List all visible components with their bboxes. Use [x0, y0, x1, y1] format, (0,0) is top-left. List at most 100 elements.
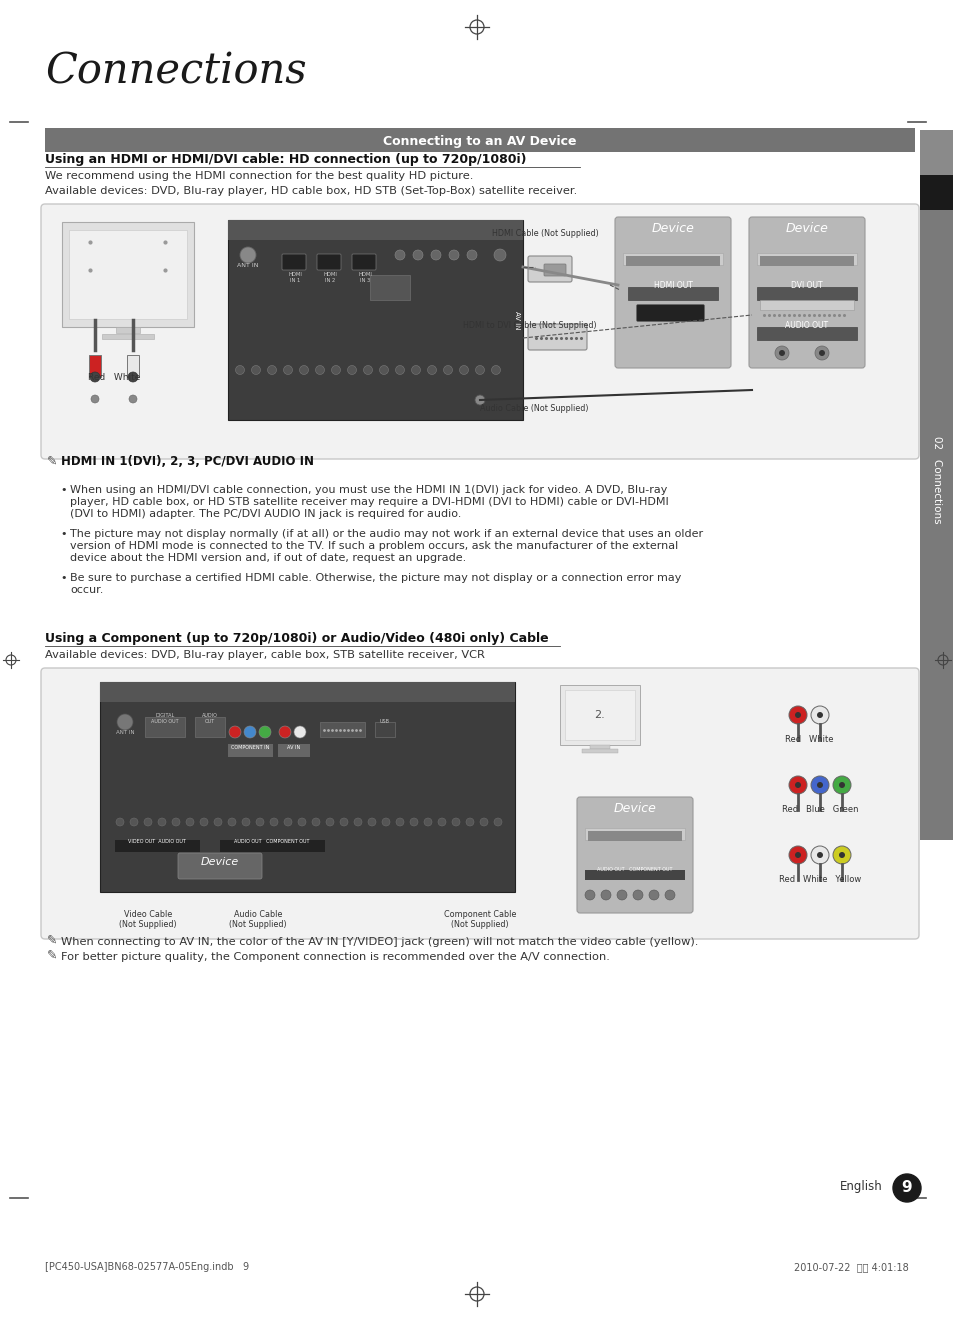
Circle shape: [278, 727, 291, 738]
Text: 9: 9: [901, 1181, 911, 1196]
Bar: [370, 275, 410, 300]
Bar: [919, 210, 953, 840]
Circle shape: [633, 890, 642, 900]
Circle shape: [810, 845, 828, 864]
Text: •: •: [60, 528, 67, 539]
FancyBboxPatch shape: [41, 668, 918, 939]
Text: HDMI to DVI Cable (Not Supplied): HDMI to DVI Cable (Not Supplied): [463, 321, 597, 330]
Bar: [228, 221, 522, 420]
Circle shape: [144, 818, 152, 826]
Circle shape: [90, 373, 100, 382]
Circle shape: [240, 247, 255, 263]
Bar: [581, 749, 618, 753]
Circle shape: [299, 366, 308, 374]
FancyBboxPatch shape: [577, 797, 692, 913]
Text: Connections: Connections: [45, 52, 306, 92]
Circle shape: [475, 395, 484, 406]
Circle shape: [427, 366, 436, 374]
Text: [PC450-USA]BN68-02577A-05Eng.indb   9: [PC450-USA]BN68-02577A-05Eng.indb 9: [45, 1262, 249, 1272]
Text: Audio Cable
(Not Supplied): Audio Cable (Not Supplied): [229, 910, 287, 930]
Bar: [89, 355, 101, 376]
Text: ✎: ✎: [47, 454, 57, 468]
Text: player, HD cable box, or HD STB satellite receiver may require a DVI-HDMI (DVI t: player, HD cable box, or HD STB satellit…: [70, 497, 668, 507]
FancyBboxPatch shape: [636, 305, 703, 321]
Text: AUDIO
OUT: AUDIO OUT: [202, 713, 217, 724]
Circle shape: [431, 250, 440, 260]
Text: AUDIO OUT: AUDIO OUT: [784, 321, 828, 330]
FancyBboxPatch shape: [282, 254, 306, 269]
FancyBboxPatch shape: [527, 256, 572, 281]
FancyBboxPatch shape: [527, 324, 586, 350]
Circle shape: [158, 818, 166, 826]
Bar: [127, 355, 139, 376]
Circle shape: [494, 818, 501, 826]
Circle shape: [395, 250, 405, 260]
Circle shape: [788, 775, 806, 794]
Circle shape: [664, 890, 675, 900]
Text: DVI OUT: DVI OUT: [790, 281, 821, 291]
Circle shape: [395, 818, 403, 826]
Text: •: •: [60, 573, 67, 583]
Text: ✎: ✎: [47, 934, 57, 947]
Text: Red   White: Red White: [784, 734, 832, 744]
Text: English: English: [840, 1180, 882, 1193]
Text: 2010-07-22  오후 4:01:18: 2010-07-22 오후 4:01:18: [794, 1262, 908, 1272]
Circle shape: [200, 818, 208, 826]
Circle shape: [381, 818, 390, 826]
Text: 02   Connections: 02 Connections: [931, 436, 941, 524]
Circle shape: [479, 818, 488, 826]
Circle shape: [363, 366, 372, 374]
Bar: [559, 686, 639, 745]
Circle shape: [600, 890, 610, 900]
Bar: [919, 174, 953, 210]
Bar: [757, 254, 856, 266]
Circle shape: [648, 890, 659, 900]
Bar: [69, 230, 187, 318]
Text: HDMI IN 1(DVI), 2, 3, PC/DVI AUDIO IN: HDMI IN 1(DVI), 2, 3, PC/DVI AUDIO IN: [61, 454, 314, 468]
Circle shape: [838, 852, 844, 859]
Circle shape: [779, 350, 784, 355]
Circle shape: [283, 366, 293, 374]
Text: Available devices: DVD, Blu-ray player, HD cable box, HD STB (Set-Top-Box) satel: Available devices: DVD, Blu-ray player, …: [45, 186, 577, 196]
Bar: [62, 222, 193, 328]
Text: HDMI Cable (Not Supplied): HDMI Cable (Not Supplied): [491, 229, 598, 238]
Circle shape: [423, 818, 432, 826]
Circle shape: [326, 818, 334, 826]
Circle shape: [91, 395, 99, 403]
Text: AV IN: AV IN: [514, 310, 519, 329]
Circle shape: [315, 366, 324, 374]
Circle shape: [354, 818, 361, 826]
Circle shape: [229, 727, 241, 738]
Circle shape: [213, 818, 222, 826]
Bar: [584, 871, 684, 880]
Text: Device: Device: [784, 222, 827, 235]
Text: The picture may not display normally (if at all) or the audio may not work if an: The picture may not display normally (if…: [70, 528, 702, 539]
Bar: [757, 328, 856, 339]
Circle shape: [368, 818, 375, 826]
Bar: [277, 744, 310, 757]
Text: We recommend using the HDMI connection for the best quality HD picture.: We recommend using the HDMI connection f…: [45, 170, 473, 181]
Text: Using a Component (up to 720p/1080i) or Audio/Video (480i only) Cable: Using a Component (up to 720p/1080i) or …: [45, 631, 548, 645]
Circle shape: [339, 818, 348, 826]
Bar: [375, 723, 395, 737]
Circle shape: [297, 818, 306, 826]
Circle shape: [584, 890, 595, 900]
Text: AUDIO OUT   COMPONENT OUT: AUDIO OUT COMPONENT OUT: [597, 867, 672, 872]
Circle shape: [475, 366, 484, 374]
Text: Red   Blue   Green: Red Blue Green: [781, 804, 858, 814]
Text: AUDIO OUT   COMPONENT OUT: AUDIO OUT COMPONENT OUT: [234, 839, 310, 844]
Text: Using an HDMI or HDMI/DVI cable: HD connection (up to 720p/1080i): Using an HDMI or HDMI/DVI cable: HD conn…: [45, 153, 526, 166]
FancyBboxPatch shape: [615, 217, 730, 369]
Bar: [220, 840, 325, 852]
Circle shape: [437, 818, 446, 826]
Bar: [564, 690, 635, 740]
Text: Be sure to purchase a certified HDMI cable. Otherwise, the picture may not displ: Be sure to purchase a certified HDMI cab…: [70, 573, 680, 583]
Circle shape: [347, 366, 356, 374]
Circle shape: [270, 818, 277, 826]
Circle shape: [494, 248, 505, 262]
Text: AV IN: AV IN: [287, 745, 300, 750]
Text: Red   White   Yellow: Red White Yellow: [778, 875, 861, 884]
Circle shape: [244, 727, 255, 738]
Bar: [625, 256, 720, 266]
Circle shape: [228, 818, 235, 826]
